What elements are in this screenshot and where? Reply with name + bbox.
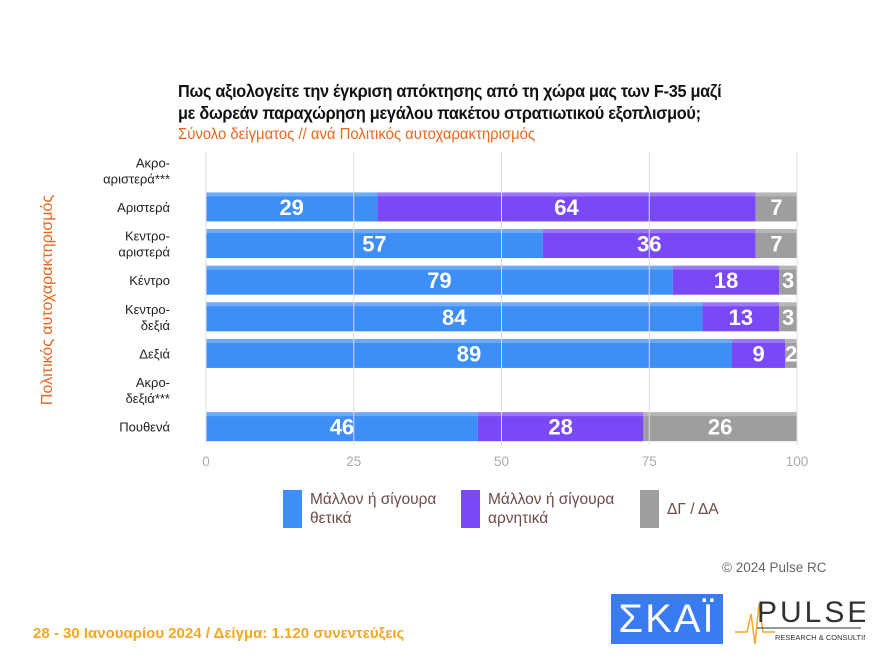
data-label: 79	[427, 268, 451, 293]
x-tick-label: 0	[202, 454, 210, 469]
data-label: 18	[714, 268, 738, 293]
legend-negative: Μάλλον ή σίγουρα αρνητικά	[461, 490, 614, 528]
data-label: 7	[770, 195, 782, 220]
data-label: 13	[729, 305, 753, 330]
category-label: Ακρο-δεξιά***	[126, 375, 170, 406]
category-label: Κέντρο	[129, 273, 170, 288]
data-label: 2	[785, 341, 797, 366]
bar-segment	[377, 192, 756, 222]
category-label: Αριστερά	[117, 200, 170, 215]
chart-title: Πως αξιολογείτε την έγκριση απόκτησης απ…	[178, 80, 722, 124]
bar-highlight	[206, 412, 478, 417]
title-line-2: με δωρεάν παραχώρηση μεγάλου πακέτου στρ…	[178, 103, 701, 123]
bar-segment	[779, 302, 797, 332]
x-tick-label: 50	[494, 454, 509, 469]
bar-segment	[779, 265, 797, 295]
bar-segment	[206, 229, 543, 259]
legend-swatch	[640, 490, 659, 528]
data-label: 9	[752, 341, 764, 366]
skai-logo: ΣΚΑΪ	[611, 594, 723, 644]
data-label: 57	[362, 232, 386, 257]
bar-segment	[206, 412, 478, 442]
bar-highlight	[755, 192, 797, 197]
bar-segment	[206, 338, 732, 368]
chart-subtitle: Σύνολο δείγματος // ανά Πολιτικός αυτοχα…	[178, 126, 536, 143]
bar-segment	[785, 338, 797, 368]
footer-date-sample: 28 - 30 Ιανουαρίου 2024 / Δείγμα: 1.120 …	[33, 625, 405, 642]
bar-highlight	[785, 338, 797, 343]
legend-label: αρνητικά	[488, 510, 549, 527]
data-label: 64	[554, 195, 579, 220]
category-label: Δεξιά	[139, 346, 170, 361]
bar-highlight	[206, 338, 732, 343]
bar-highlight	[755, 229, 797, 234]
bar-highlight	[377, 192, 756, 197]
legend-label: Μάλλον ή σίγουρα	[488, 491, 615, 508]
data-label: 7	[770, 232, 782, 257]
data-label: 26	[708, 415, 732, 440]
legend-label: θετικά	[310, 510, 352, 527]
bar-highlight	[206, 229, 543, 234]
bar-chart: Ακρο-αριστερά*** Αριστερά 29 64 7 Κεντρο-αρισ…	[103, 152, 809, 469]
data-label: 28	[548, 415, 572, 440]
svg-text:PULSE: PULSE	[757, 596, 865, 629]
bar-highlight	[206, 265, 673, 270]
data-label: 46	[330, 415, 354, 440]
bar-highlight	[731, 338, 786, 343]
x-tick-label: 100	[786, 454, 809, 469]
bar-segment	[643, 412, 797, 442]
category-label: Ακρο-αριστερά***	[103, 155, 170, 186]
data-label: 89	[457, 341, 481, 366]
bar-segment	[672, 265, 780, 295]
legend-swatch	[283, 490, 302, 528]
bar-highlight	[779, 302, 797, 307]
legend-label: Μάλλον ή σίγουρα	[310, 491, 437, 508]
copyright: © 2024 Pulse RC	[722, 560, 827, 575]
bar-segment	[477, 412, 644, 442]
bar-highlight	[206, 302, 703, 307]
bar-highlight	[206, 192, 378, 197]
legend-positive: Μάλλον ή σίγουρα θετικά	[283, 490, 436, 528]
legend-dk: ΔΓ / ΔΑ	[640, 490, 719, 528]
bar-segment	[206, 192, 378, 222]
title-line-1: Πως αξιολογείτε την έγκριση απόκτησης απ…	[178, 81, 722, 101]
data-label: 3	[782, 268, 794, 293]
bar-segment	[206, 265, 673, 295]
bar-segment	[731, 338, 786, 368]
category-label: Πουθενά	[119, 420, 170, 435]
x-tick-label: 75	[642, 454, 657, 469]
x-tick-label: 25	[346, 454, 361, 469]
bar-highlight	[477, 412, 644, 417]
legend-swatch	[461, 490, 480, 528]
bar-segment	[755, 229, 797, 259]
category-label: Κεντρο-δεξιά	[125, 302, 171, 333]
bar-highlight	[643, 412, 797, 417]
data-label: 84	[442, 305, 467, 330]
bar-segment	[755, 192, 797, 222]
category-label: Κεντρο-αριστερά	[118, 229, 170, 260]
bar-highlight	[672, 265, 780, 270]
data-label: 3	[782, 305, 794, 330]
bar-highlight	[702, 302, 780, 307]
bar-highlight	[779, 265, 797, 270]
pulse-logo: PULSE RESEARCH & CONSULTING	[735, 594, 875, 646]
bar-segment	[206, 302, 703, 332]
bar-segment	[702, 302, 780, 332]
data-label: 29	[279, 195, 303, 220]
legend-label: ΔΓ / ΔΑ	[667, 500, 719, 518]
svg-text:RESEARCH & CONSULTING: RESEARCH & CONSULTING	[775, 633, 865, 642]
